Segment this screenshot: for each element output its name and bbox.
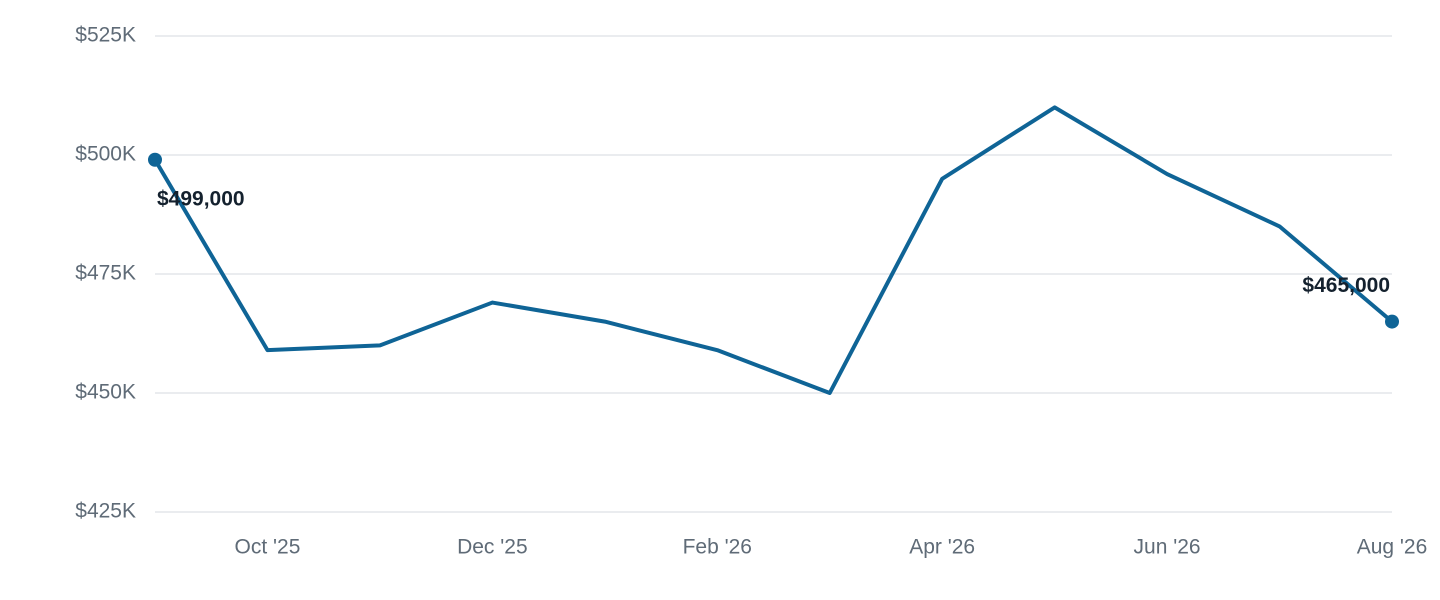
y-tick-label: $525K — [75, 24, 136, 47]
x-tick-label: Apr '26 — [909, 536, 975, 559]
x-tick-label: Feb '26 — [683, 536, 752, 559]
x-tick-label: Jun '26 — [1134, 536, 1201, 559]
y-tick-label: $425K — [75, 500, 136, 523]
y-tick-label: $450K — [75, 381, 136, 404]
y-tick-label: $475K — [75, 262, 136, 285]
point — [148, 152, 162, 167]
data-label: $499,000 — [157, 187, 245, 210]
y-tick-label: $500K — [75, 143, 136, 166]
x-tick-label: Oct '25 — [235, 536, 301, 559]
x-tick-label: Dec '25 — [457, 536, 528, 559]
line — [153, 105, 1394, 395]
x-tick-label: Aug '26 — [1357, 536, 1428, 559]
point — [1385, 314, 1399, 329]
data-label: $465,000 — [1302, 274, 1390, 297]
